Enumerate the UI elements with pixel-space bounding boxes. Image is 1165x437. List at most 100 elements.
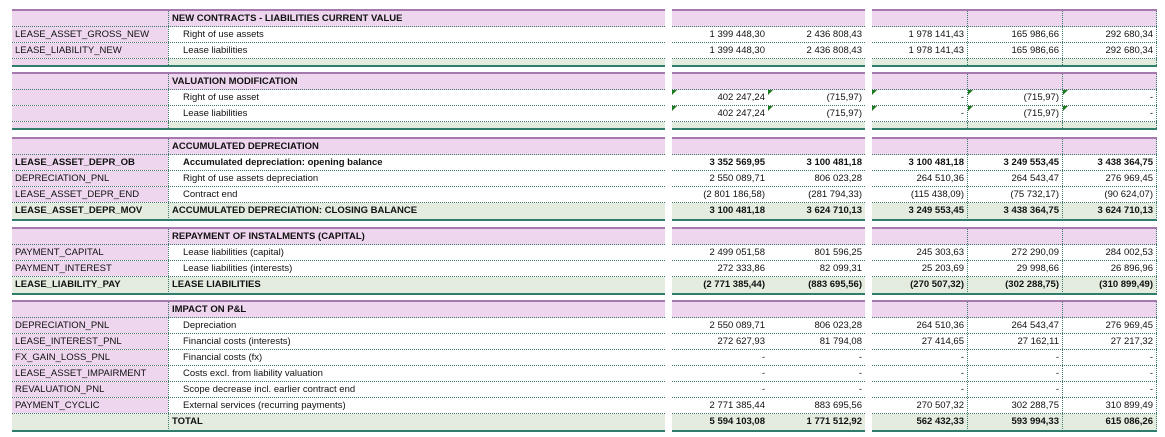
value-cell[interactable]: - xyxy=(858,384,862,395)
value-cell[interactable]: (2 801 186,58) xyxy=(703,189,765,200)
value-cell[interactable]: - xyxy=(872,90,968,105)
header-cell[interactable] xyxy=(968,11,1063,26)
value-cell[interactable]: 292 680,34 xyxy=(1063,43,1157,58)
header-cell[interactable] xyxy=(1063,74,1157,89)
value-cell[interactable]: (715,97) xyxy=(968,106,1063,121)
value-cell[interactable]: (883 695,56) xyxy=(808,279,862,290)
header-cell[interactable] xyxy=(1063,302,1157,317)
value-cell[interactable]: 302 288,75 xyxy=(968,398,1063,413)
row-code[interactable]: LEASE_LIABILITY_PAY xyxy=(12,277,168,292)
value-cell[interactable]: - xyxy=(872,382,968,397)
value-cell[interactable]: 2 550 089,71 xyxy=(709,173,765,184)
value-cell[interactable]: (270 507,32) xyxy=(872,277,968,292)
row-label[interactable]: ACCUMULATED DEPRECIATION: CLOSING BALANC… xyxy=(168,203,665,218)
value-cell[interactable]: 883 695,56 xyxy=(814,400,862,411)
value-cell[interactable]: 562 432,33 xyxy=(872,414,968,429)
value-cell[interactable]: (90 624,07) xyxy=(1063,187,1157,202)
value-cell[interactable]: (2 771 385,44) xyxy=(703,279,765,290)
value-cell[interactable]: 3 438 364,75 xyxy=(968,203,1063,218)
value-cell[interactable]: (302 288,75) xyxy=(968,277,1063,292)
code-cell[interactable] xyxy=(12,139,168,154)
code-cell[interactable] xyxy=(12,302,168,317)
header-cell[interactable] xyxy=(872,11,968,26)
value-cell[interactable]: 82 099,31 xyxy=(819,263,862,274)
row-code[interactable]: LEASE_ASSET_DEPR_END xyxy=(12,187,168,202)
value-cell[interactable]: - xyxy=(872,106,968,121)
value-cell[interactable]: 165 986,66 xyxy=(968,27,1063,42)
header-cell[interactable] xyxy=(672,229,768,244)
value-cell[interactable]: 1 978 141,43 xyxy=(872,43,968,58)
header-cell[interactable] xyxy=(768,229,865,244)
value-cell[interactable]: 292 680,34 xyxy=(1063,27,1157,42)
row-code[interactable]: PAYMENT_INTEREST xyxy=(12,261,168,276)
value-cell[interactable]: 615 086,26 xyxy=(1063,414,1157,429)
value-cell[interactable]: 245 303,63 xyxy=(872,245,968,260)
row-code[interactable]: LEASE_ASSET_DEPR_MOV xyxy=(12,203,168,218)
value-cell[interactable]: 5 594 103,08 xyxy=(709,416,765,427)
value-cell[interactable]: 29 998,66 xyxy=(968,261,1063,276)
row-code[interactable] xyxy=(12,90,168,105)
value-cell[interactable]: (75 732,17) xyxy=(968,187,1063,202)
value-cell[interactable]: (715,97) xyxy=(768,90,865,105)
row-code[interactable]: REVALUATION_PNL xyxy=(12,382,168,397)
value-cell[interactable]: (310 899,49) xyxy=(1063,277,1157,292)
value-cell[interactable]: 26 896,96 xyxy=(1063,261,1157,276)
row-code[interactable]: LEASE_ASSET_IMPAIRMENT xyxy=(12,366,168,381)
value-cell[interactable]: - xyxy=(872,366,968,381)
code-cell[interactable] xyxy=(12,11,168,26)
value-cell[interactable]: 3 100 481,18 xyxy=(806,157,862,168)
value-cell[interactable]: - xyxy=(872,350,968,365)
header-cell[interactable] xyxy=(672,11,768,26)
value-cell[interactable]: 264 543,47 xyxy=(968,171,1063,186)
row-label[interactable]: LEASE LIABILITIES xyxy=(168,277,665,292)
value-cell[interactable]: - xyxy=(1063,90,1157,105)
value-cell[interactable]: 276 969,45 xyxy=(1063,318,1157,333)
value-cell[interactable]: (281 794,33) xyxy=(808,189,862,200)
value-cell[interactable]: 2 771 385,44 xyxy=(709,400,765,411)
value-cell[interactable]: - xyxy=(1063,382,1157,397)
value-cell[interactable]: - xyxy=(968,366,1063,381)
row-label[interactable]: TOTAL xyxy=(168,414,665,429)
value-cell[interactable]: 27 414,65 xyxy=(872,334,968,349)
row-code[interactable]: DEPRECIATION_PNL xyxy=(12,171,168,186)
value-cell[interactable]: 27 217,32 xyxy=(1063,334,1157,349)
value-cell[interactable]: 2 436 808,43 xyxy=(806,29,862,40)
value-cell[interactable]: 3 352 569,95 xyxy=(709,157,765,168)
value-cell[interactable]: 25 203,69 xyxy=(872,261,968,276)
value-cell[interactable]: - xyxy=(968,350,1063,365)
row-label[interactable]: Accumulated depreciation: opening balanc… xyxy=(168,155,665,170)
header-cell[interactable] xyxy=(768,139,865,154)
value-cell[interactable]: 284 002,53 xyxy=(1063,245,1157,260)
value-cell[interactable]: 1 978 141,43 xyxy=(872,27,968,42)
value-cell[interactable]: 806 023,28 xyxy=(814,320,862,331)
header-cell[interactable] xyxy=(968,302,1063,317)
value-cell[interactable]: - xyxy=(858,352,862,363)
value-cell[interactable]: 310 899,49 xyxy=(1063,398,1157,413)
row-label[interactable]: Lease liabilities xyxy=(168,43,665,58)
row-code[interactable]: LEASE_ASSET_DEPR_OB xyxy=(12,155,168,170)
value-cell[interactable]: - xyxy=(761,352,765,363)
value-cell[interactable]: 272 290,09 xyxy=(968,245,1063,260)
row-label[interactable]: Right of use assets depreciation xyxy=(168,171,665,186)
row-label[interactable]: Lease liabilities (interests) xyxy=(168,261,665,276)
value-cell[interactable]: 3 438 364,75 xyxy=(1063,155,1157,170)
value-cell[interactable]: 276 969,45 xyxy=(1063,171,1157,186)
header-cell[interactable] xyxy=(1063,11,1157,26)
value-cell[interactable]: 3 249 553,45 xyxy=(968,155,1063,170)
value-cell[interactable]: 272 627,93 xyxy=(717,336,765,347)
value-cell[interactable]: 3 624 710,13 xyxy=(1063,203,1157,218)
header-cell[interactable] xyxy=(768,11,865,26)
row-label[interactable]: Costs excl. from liability valuation xyxy=(168,366,665,381)
value-cell[interactable]: 264 543,47 xyxy=(968,318,1063,333)
value-cell[interactable]: 3 249 553,45 xyxy=(872,203,968,218)
value-cell[interactable]: 2 550 089,71 xyxy=(709,320,765,331)
row-code[interactable]: PAYMENT_CAPITAL xyxy=(12,245,168,260)
row-label[interactable]: Right of use asset xyxy=(168,90,665,105)
row-label[interactable]: Lease liabilities xyxy=(168,106,665,121)
value-cell[interactable]: - xyxy=(1063,366,1157,381)
row-label[interactable]: Contract end xyxy=(168,187,665,202)
header-cell[interactable] xyxy=(968,139,1063,154)
value-cell[interactable]: 402 247,24 xyxy=(672,106,768,121)
row-code[interactable] xyxy=(12,106,168,121)
value-cell[interactable]: (115 438,09) xyxy=(872,187,968,202)
